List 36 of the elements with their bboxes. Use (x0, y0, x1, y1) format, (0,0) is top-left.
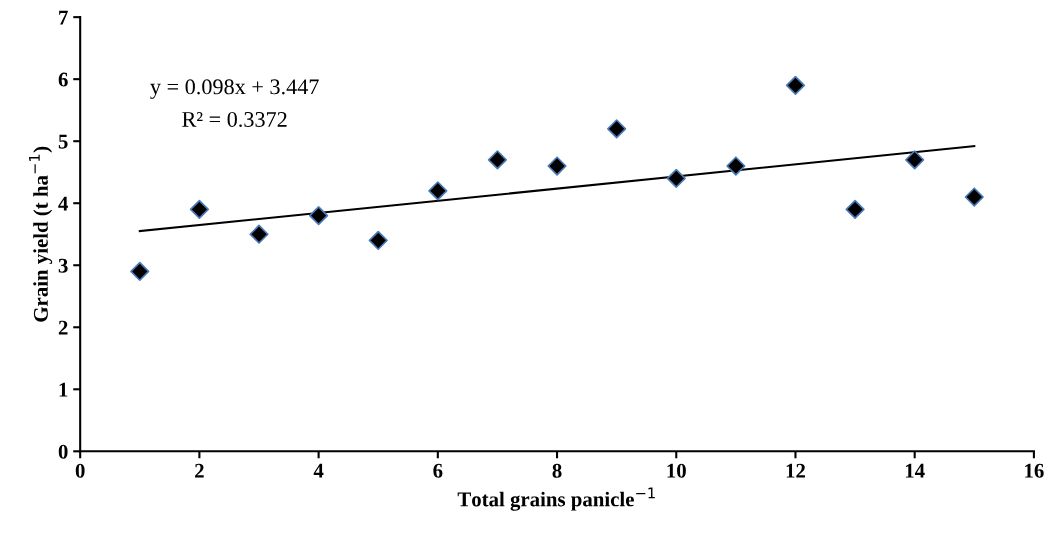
x-tick-label: 12 (786, 463, 805, 478)
point (368, 230, 388, 251)
x-axis-title: Total grains panicle$^{−1}$ (457, 487, 655, 511)
point (130, 261, 150, 282)
y-tick-label: 7 (59, 10, 68, 25)
point (308, 206, 329, 226)
point (547, 156, 567, 176)
point (666, 168, 686, 189)
x-tick-label: 4 (313, 463, 324, 478)
y-tick-label: 4 (58, 196, 68, 211)
point (845, 199, 865, 220)
x-tick-label: 14 (905, 463, 925, 478)
x-tick-label: 6 (433, 463, 443, 478)
x-tick-label: 8 (552, 463, 562, 478)
point (428, 181, 448, 201)
point (487, 150, 508, 170)
point (785, 75, 806, 95)
x-tick-label: 0 (75, 463, 85, 478)
point (249, 224, 269, 244)
annotation: R² = 0.3372 (182, 111, 287, 128)
point (726, 156, 746, 176)
x-tick-label: 2 (195, 463, 204, 478)
point (905, 150, 925, 170)
y-axis-title: Grain yield (t ha$^{−1}$) (29, 146, 53, 322)
point (964, 187, 984, 207)
y-tick-label: 6 (58, 72, 68, 87)
point (189, 199, 210, 220)
point (607, 119, 627, 139)
x-tick-label: 10 (667, 463, 686, 478)
annotation: y = 0.098x + 3.447 (150, 79, 319, 99)
y-tick-label: 1 (59, 382, 68, 397)
y-tick-label: 5 (58, 134, 68, 149)
y-tick-label: 3 (58, 258, 68, 273)
y-tick-label: 0 (58, 444, 68, 459)
y-tick-label: 2 (58, 320, 68, 335)
x-tick-label: 16 (1025, 463, 1044, 478)
